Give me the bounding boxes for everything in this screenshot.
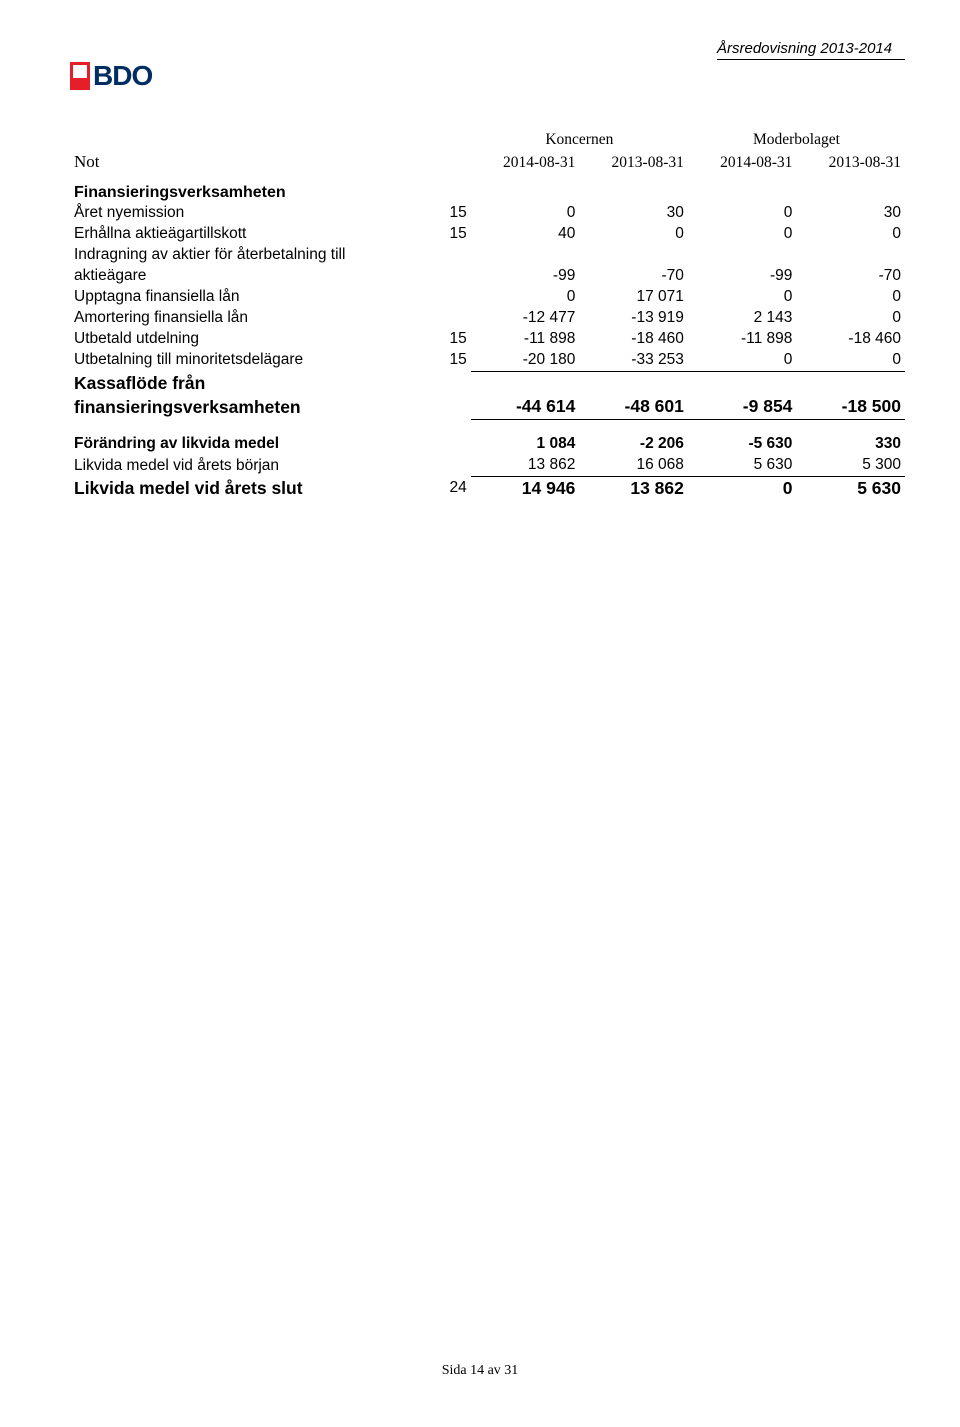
table-row: Amortering finansiella lån -12 477 -13 9…	[70, 308, 905, 329]
row-note: 15	[421, 224, 471, 245]
header-moderbolaget: Moderbolaget	[688, 130, 905, 151]
date-c2: 2013-08-31	[579, 151, 688, 174]
row-val: 0	[579, 224, 688, 245]
opening-row: Likvida medel vid årets början 13 862 16…	[70, 455, 905, 476]
document-title: Årsredovisning 2013-2014	[717, 40, 905, 60]
row-val: -12 477	[471, 308, 580, 329]
change-label: Förändring av likvida medel	[70, 420, 421, 455]
row-note	[421, 287, 471, 308]
row-label: Utbetalning till minoritetsdelägare	[70, 350, 421, 371]
row-val: 30	[796, 203, 905, 224]
page-header: BDO Årsredovisning 2013-2014	[70, 40, 905, 90]
bdo-logo: BDO	[70, 62, 152, 90]
table-row: Utbetalning till minoritetsdelägare 15 -…	[70, 350, 905, 371]
row-val: -99	[688, 245, 797, 287]
row-val: 0	[688, 350, 797, 371]
cashflow-label-2: finansieringsverksamheten	[70, 395, 421, 419]
financial-table: Koncernen Moderbolaget Not 2014-08-31 20…	[70, 130, 905, 501]
closing-val: 0	[688, 476, 797, 500]
date-c4: 2013-08-31	[796, 151, 905, 174]
opening-val: 5 300	[796, 455, 905, 476]
change-val: -2 206	[579, 420, 688, 455]
cashflow-val: -44 614	[471, 395, 580, 419]
closing-label: Likvida medel vid årets slut	[70, 476, 421, 500]
row-val: -13 919	[579, 308, 688, 329]
financial-table-container: Koncernen Moderbolaget Not 2014-08-31 20…	[70, 130, 905, 501]
opening-label: Likvida medel vid årets början	[70, 455, 421, 476]
row-val: 0	[688, 224, 797, 245]
group-header-row: Koncernen Moderbolaget	[70, 130, 905, 151]
row-val: -70	[796, 245, 905, 287]
section-financing-label: Finansieringsverksamheten	[70, 174, 905, 204]
row-val: -33 253	[579, 350, 688, 371]
row-val: 0	[471, 203, 580, 224]
cashflow-sum-row: finansieringsverksamheten -44 614 -48 60…	[70, 395, 905, 419]
table-row: Upptagna finansiella lån 0 17 071 0 0	[70, 287, 905, 308]
cashflow-val: -9 854	[688, 395, 797, 419]
row-label: Året nyemission	[70, 203, 421, 224]
row-val: 30	[579, 203, 688, 224]
row-label: Utbetald utdelning	[70, 329, 421, 350]
bdo-logo-mark-icon	[70, 62, 90, 90]
row-val: -18 460	[579, 329, 688, 350]
row-val: 2 143	[688, 308, 797, 329]
change-val: 1 084	[471, 420, 580, 455]
section-financing: Finansieringsverksamheten	[70, 174, 905, 204]
row-note: 15	[421, 203, 471, 224]
closing-row: Likvida medel vid årets slut 24 14 946 1…	[70, 476, 905, 500]
row-label: Erhållna aktieägartillskott	[70, 224, 421, 245]
bdo-logo-text: BDO	[93, 62, 152, 90]
row-label: Amortering finansiella lån	[70, 308, 421, 329]
page-footer: Sida 14 av 31	[0, 1363, 960, 1379]
row-val: -99	[471, 245, 580, 287]
row-val: 40	[471, 224, 580, 245]
row-label: Upptagna finansiella lån	[70, 287, 421, 308]
row-val: 0	[796, 350, 905, 371]
note-column-label: Not	[70, 151, 471, 174]
date-c3: 2014-08-31	[688, 151, 797, 174]
row-val: -11 898	[688, 329, 797, 350]
row-note: 15	[421, 329, 471, 350]
row-val: 0	[471, 287, 580, 308]
row-note	[421, 245, 471, 287]
date-c1: 2014-08-31	[471, 151, 580, 174]
row-val: -11 898	[471, 329, 580, 350]
opening-val: 5 630	[688, 455, 797, 476]
closing-val: 5 630	[796, 476, 905, 500]
header-koncernen: Koncernen	[471, 130, 688, 151]
change-val: -5 630	[688, 420, 797, 455]
opening-val: 16 068	[579, 455, 688, 476]
closing-note: 24	[421, 476, 471, 500]
row-val: 0	[688, 287, 797, 308]
table-row: Erhållna aktieägartillskott 15 40 0 0 0	[70, 224, 905, 245]
row-val: -18 460	[796, 329, 905, 350]
dates-row: Not 2014-08-31 2013-08-31 2014-08-31 201…	[70, 151, 905, 174]
table-row: Indragning av aktier för återbetalning t…	[70, 245, 905, 287]
cashflow-label: Kassaflöde från	[70, 371, 905, 395]
row-val: -70	[579, 245, 688, 287]
table-row: Året nyemission 15 0 30 0 30	[70, 203, 905, 224]
row-val: 0	[688, 203, 797, 224]
change-row: Förändring av likvida medel 1 084 -2 206…	[70, 420, 905, 455]
table-row: Utbetald utdelning 15 -11 898 -18 460 -1…	[70, 329, 905, 350]
cashflow-label-row-1: Kassaflöde från	[70, 371, 905, 395]
closing-val: 13 862	[579, 476, 688, 500]
row-val: -20 180	[471, 350, 580, 371]
row-val: 0	[796, 287, 905, 308]
change-val: 330	[796, 420, 905, 455]
opening-val: 13 862	[471, 455, 580, 476]
row-note	[421, 308, 471, 329]
row-label: Indragning av aktier för återbetalning t…	[70, 245, 421, 287]
row-note: 15	[421, 350, 471, 371]
row-val: 0	[796, 224, 905, 245]
row-val: 0	[796, 308, 905, 329]
closing-val: 14 946	[471, 476, 580, 500]
cashflow-val: -18 500	[796, 395, 905, 419]
row-val: 17 071	[579, 287, 688, 308]
cashflow-val: -48 601	[579, 395, 688, 419]
